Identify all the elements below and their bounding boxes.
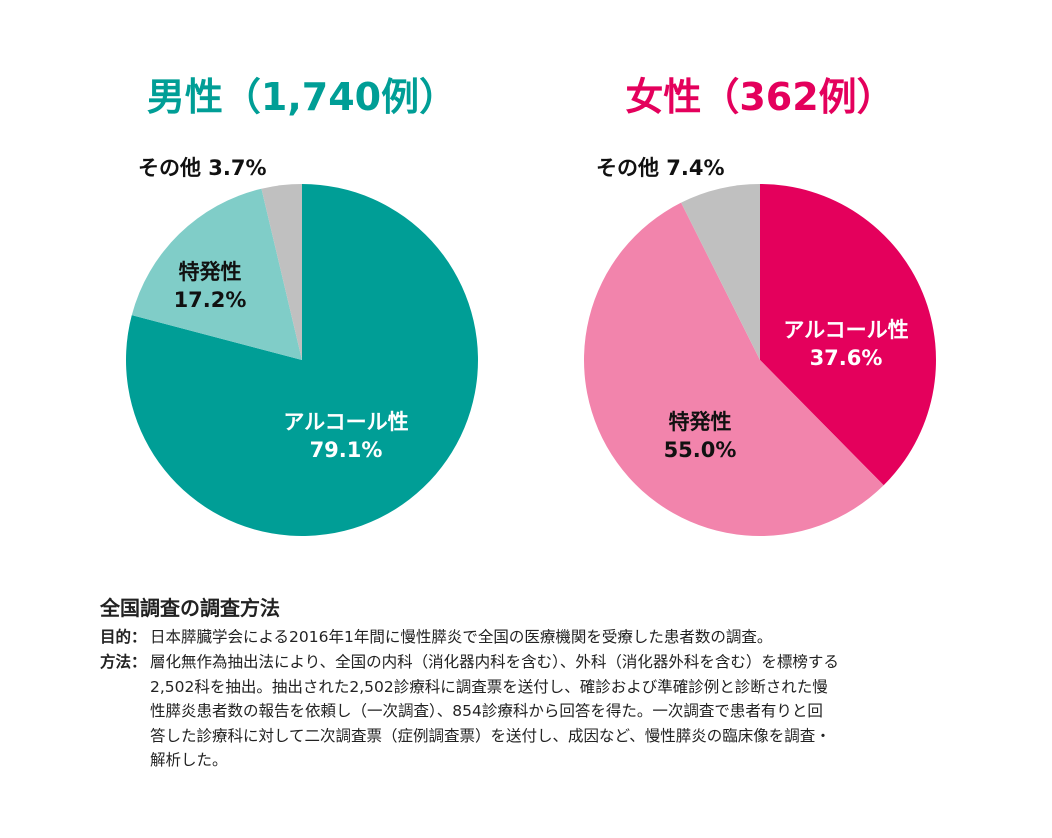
method-line: 解析した。 bbox=[150, 751, 228, 769]
female-idio-pct: 55.0% bbox=[663, 438, 737, 462]
method-line: 2,502科を抽出。抽出された2,502診療科に調査票を送付し、確診および準確診… bbox=[150, 677, 828, 696]
male-idiopathic-slice bbox=[131, 188, 302, 360]
female-idio-label: 特発性 55.0% bbox=[650, 408, 750, 464]
male-chart-title: 男性（1,740例） bbox=[146, 75, 458, 119]
male-alcohol-label: アルコール性 79.1% bbox=[266, 408, 426, 464]
female-idio-name: 特発性 bbox=[668, 410, 732, 434]
purpose-row: 目的： 日本膵臓学会による2016年1年間に慢性膵炎で全国の医療機関を受療した患… bbox=[100, 625, 950, 650]
female-alcohol-label: アルコール性 37.6% bbox=[766, 316, 926, 372]
method-row: 方法： 層化無作為抽出法により、全国の内科（消化器内科を含む）、外科（消化器外科… bbox=[100, 650, 950, 773]
male-other-slice bbox=[261, 184, 302, 360]
male-idio-pct: 17.2% bbox=[173, 288, 247, 312]
female-other-slice bbox=[681, 184, 760, 360]
male-idio-name: 特発性 bbox=[178, 260, 242, 284]
female-alcohol-slice bbox=[760, 184, 937, 486]
male-alcohol-name: アルコール性 bbox=[283, 410, 409, 434]
female-alcohol-pct: 37.6% bbox=[809, 346, 883, 370]
method-heading: 全国調査の調査方法 bbox=[100, 596, 280, 620]
male-idio-label: 特発性 17.2% bbox=[170, 258, 250, 314]
male-other-label: その他 3.7% bbox=[138, 156, 267, 180]
purpose-text: 日本膵臓学会による2016年1年間に慢性膵炎で全国の医療機関を受療した患者数の調… bbox=[150, 628, 773, 646]
method-line: 性膵炎患者数の報告を依頼し（一次調査）、854診療科から回答を得た。一次調査で患… bbox=[150, 702, 823, 720]
method-line: 答した診療科に対して二次調査票（症例調査票）を送付し、成因など、慢性膵炎の臨床像… bbox=[150, 726, 831, 745]
method-text: 層化無作為抽出法により、全国の内科（消化器内科を含む）、外科（消化器外科を含む）… bbox=[150, 650, 950, 773]
female-idiopathic-slice bbox=[584, 202, 884, 536]
male-alcohol-slice bbox=[125, 184, 478, 536]
female-chart-title: 女性（362例） bbox=[625, 75, 895, 119]
method-line: 層化無作為抽出法により、全国の内科（消化器内科を含む）、外科（消化器外科を含む）… bbox=[150, 653, 839, 671]
female-other-label: その他 7.4% bbox=[596, 156, 725, 180]
male-alcohol-pct: 79.1% bbox=[309, 438, 383, 462]
method-key: 方法： bbox=[100, 653, 147, 671]
purpose-key: 目的： bbox=[100, 628, 147, 646]
female-alcohol-name: アルコール性 bbox=[783, 318, 909, 342]
pie-charts bbox=[125, 184, 937, 536]
